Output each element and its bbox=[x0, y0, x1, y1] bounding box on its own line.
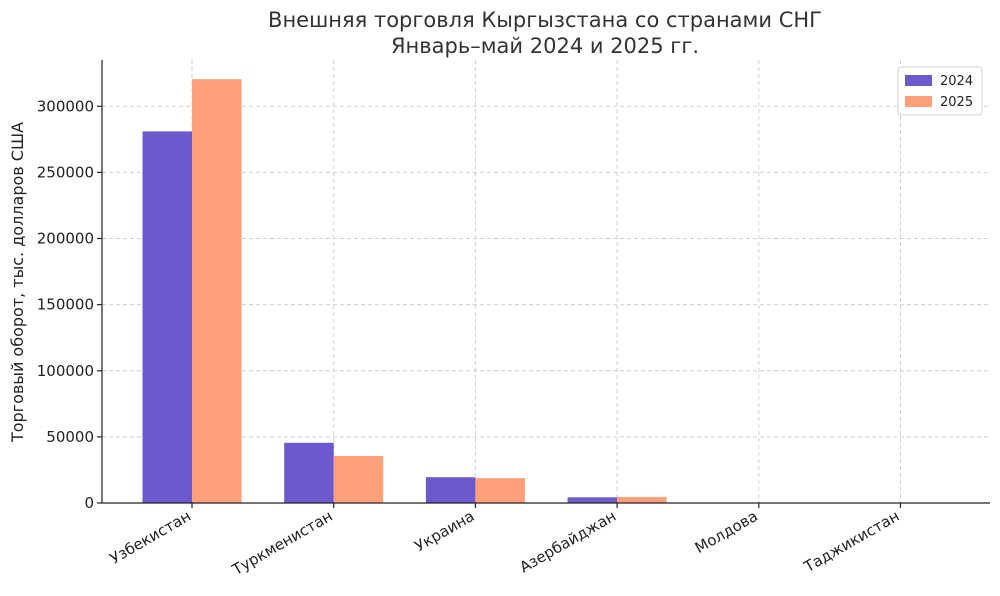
bar-2024-1 bbox=[284, 442, 334, 503]
y-tick-label: 250000 bbox=[37, 163, 94, 181]
legend-swatch-2025 bbox=[905, 96, 932, 107]
x-tick-label: Узбекистан bbox=[107, 507, 194, 568]
x-tick-label: Украина bbox=[412, 507, 478, 555]
y-tick-label: 300000 bbox=[37, 97, 94, 115]
bar-2024-3 bbox=[567, 497, 618, 503]
y-tick-label: 0 bbox=[84, 494, 94, 512]
y-tick-label: 150000 bbox=[37, 296, 94, 314]
legend-label-2025: 2025 bbox=[940, 95, 973, 110]
y-tick-label: 100000 bbox=[37, 362, 94, 380]
y-tick-label: 50000 bbox=[46, 428, 94, 446]
legend-label-2024: 2024 bbox=[940, 74, 973, 89]
chart-title-line-2: Январь–май 2024 и 2025 гг. bbox=[391, 34, 699, 58]
x-tick-labels: Узбекистан Туркменистан Украина Азербайджан… bbox=[107, 507, 903, 579]
bar-2025-3 bbox=[617, 496, 667, 503]
legend-swatch-2024 bbox=[905, 75, 932, 86]
y-axis-label: Торговый оборот, тыс. долларов США bbox=[8, 122, 27, 443]
bars bbox=[142, 79, 950, 504]
bar-2024-0 bbox=[142, 131, 192, 504]
bar-2024-2 bbox=[425, 477, 476, 503]
bar-2025-1 bbox=[333, 456, 384, 503]
x-tick-label: Туркменистан bbox=[228, 507, 335, 579]
chart-title-line-1: Внешняя торговля Кыргызстана со странами… bbox=[268, 8, 822, 32]
x-tick-label: Азербайджан bbox=[517, 507, 620, 577]
x-tick-label: Молдова bbox=[692, 507, 761, 557]
bar-2025-0 bbox=[192, 79, 242, 504]
y-tick-labels: 0 50000 100000 150000 200000 250000 300000 bbox=[37, 97, 94, 512]
axes bbox=[97, 60, 990, 508]
x-tick-label: Таджикистан bbox=[800, 507, 902, 576]
legend: 2024 2025 bbox=[897, 66, 983, 116]
y-tick-label: 200000 bbox=[37, 230, 94, 248]
bar-2025-2 bbox=[475, 478, 525, 503]
